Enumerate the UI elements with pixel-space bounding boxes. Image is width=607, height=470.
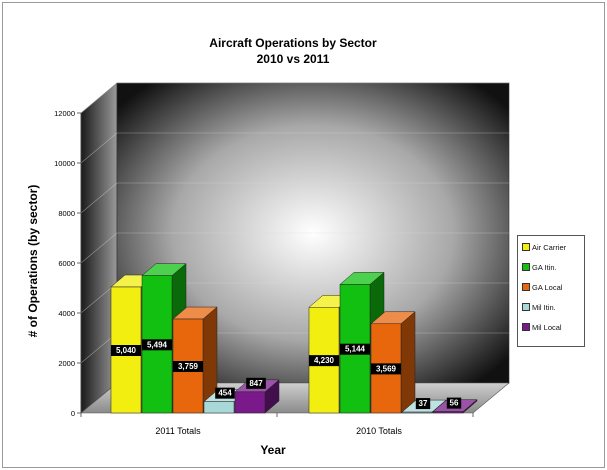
legend-swatch [522, 283, 530, 291]
gridline [80, 182, 509, 214]
legend-item: Mil Local [522, 323, 562, 335]
data-label: 5,494 [147, 340, 168, 349]
bar: 847 [234, 377, 280, 414]
data-label: 3,759 [178, 362, 199, 371]
x-axis-ticks: 2011 Totals 2010 Totals [80, 413, 474, 436]
data-label-box [415, 398, 431, 410]
bar-front [432, 411, 464, 414]
legend-label: Mil Local [532, 323, 562, 332]
legend-swatch [522, 263, 530, 271]
data-label-box [173, 361, 203, 373]
data-label-box [309, 355, 339, 367]
bar-front [234, 391, 266, 414]
data-label: 5,040 [116, 346, 137, 355]
data-label-box [215, 387, 235, 399]
data-label-box [371, 363, 401, 375]
gridline [80, 232, 509, 264]
bar: 56 [432, 397, 478, 414]
legend-item: GA Local [522, 283, 562, 295]
y-axis-ticks: 0 2000 4000 6000 8000 10000 12000 [54, 109, 82, 418]
y-tick-label: 10000 [54, 159, 75, 168]
legend: Air Carrier GA Itin. GA Local Mil Itin. Mil … [517, 235, 585, 347]
legend-item: Air Carrier [522, 243, 566, 255]
data-label: 56 [450, 399, 459, 408]
data-label-box [111, 345, 141, 356]
y-tick-label: 0 [71, 409, 75, 418]
data-label-box [246, 377, 266, 389]
chart-title: Aircraft Operations by Sector [209, 36, 377, 50]
data-label: 37 [419, 399, 428, 408]
y-axis-label: # of Operations (by sector) [26, 185, 40, 338]
legend-label: Mil Itin. [532, 303, 556, 312]
data-label: 5,144 [345, 345, 366, 354]
y-tick-label: 4000 [58, 309, 75, 318]
data-label: 454 [218, 389, 232, 398]
data-label: 847 [249, 379, 263, 388]
bar-chart: Aircraft Operations by Sector 2010 vs 20… [26, 36, 510, 457]
gridline [80, 132, 509, 164]
legend-item: Mil Itin. [522, 303, 556, 315]
legend-label: GA Itin. [532, 263, 557, 272]
bar: 3,569 [370, 311, 416, 414]
legend-item: GA Itin. [522, 263, 557, 275]
legend-swatch [522, 323, 530, 331]
data-label-box [142, 339, 172, 351]
x-tick-label: 2011 Totals [155, 426, 201, 436]
bar-front [401, 411, 433, 414]
bar-front [203, 401, 235, 414]
y-tick-label: 12000 [54, 109, 75, 118]
y-tick-label: 8000 [58, 209, 75, 218]
data-label: 3,569 [376, 364, 397, 373]
bars: 5,040 5,494 3,759 454 847 4,230 5,144 3,569 37 56 [110, 263, 478, 414]
y-tick-label: 2000 [58, 359, 75, 368]
bar-side [400, 311, 416, 414]
chart-subtitle: 2010 vs 2011 [257, 52, 330, 66]
legend-label: GA Local [532, 283, 563, 292]
data-label: 4,230 [314, 356, 335, 365]
legend-swatch [522, 303, 530, 311]
x-axis-label: Year [260, 443, 286, 457]
x-tick-label: 2010 Totals [356, 426, 402, 436]
bar: 5,494 [141, 263, 187, 414]
data-label-box [340, 343, 370, 355]
legend-swatch [522, 243, 530, 251]
legend-label: Air Carrier [532, 243, 567, 252]
gridline [80, 82, 509, 114]
data-label-box [446, 397, 462, 409]
y-tick-label: 6000 [58, 259, 75, 268]
